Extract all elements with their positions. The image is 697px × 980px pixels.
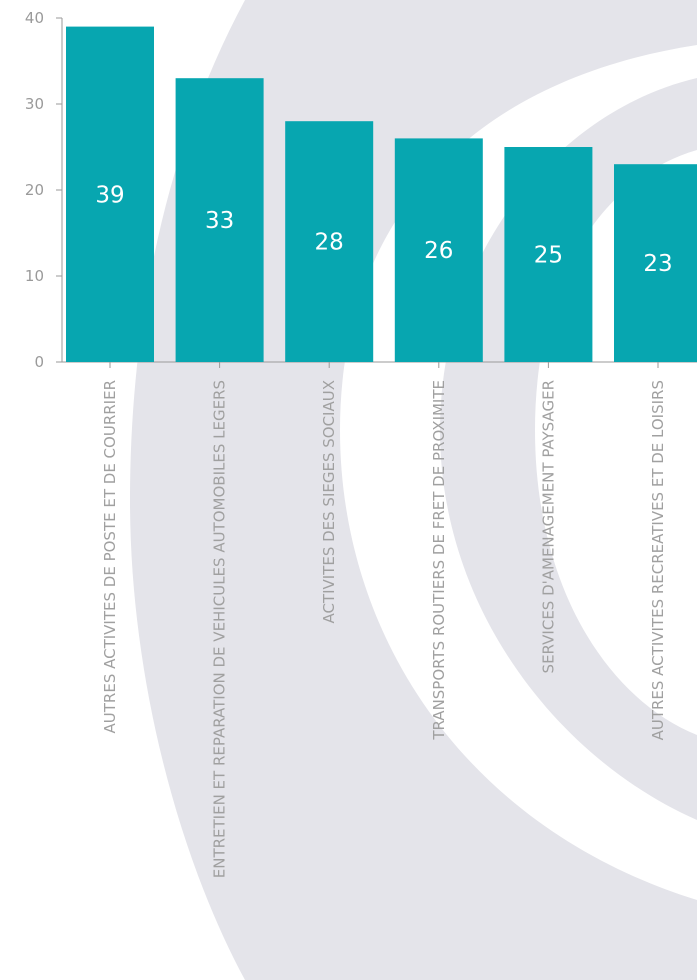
y-tick-label: 30 — [25, 95, 44, 113]
bar — [504, 147, 593, 362]
x-tick-label: TRANSPORTS ROUTIERS DE FRET DE PROXIMITE — [430, 380, 448, 741]
x-tick-label: ENTRETIEN ET REPARATION DE VEHICULES AUT… — [211, 380, 229, 878]
bar — [394, 138, 483, 362]
labels: 39 AUTRES ACTIVITES DE POSTE ET DE COURRI… — [95, 182, 672, 878]
background-decoration — [130, 0, 697, 980]
bar-value-label: 28 — [315, 230, 344, 256]
x-tick-label: AUTRES ACTIVITES RECREATIVES ET DE LOISI… — [649, 380, 667, 740]
y-tick-label: 20 — [25, 181, 44, 199]
bar-value-label: 39 — [95, 182, 124, 208]
bar-value-label: 25 — [534, 243, 563, 269]
bar — [285, 121, 374, 362]
bar — [66, 26, 154, 362]
background-swirl-outer — [130, 0, 697, 980]
bars — [66, 26, 697, 362]
bar — [614, 164, 697, 362]
bar-value-label: 26 — [424, 238, 453, 264]
bar-value-label: 33 — [205, 208, 234, 234]
bar-value-label: 23 — [643, 251, 672, 277]
y-tick-label: 0 — [34, 353, 44, 371]
background-swirl-inner — [440, 78, 697, 820]
x-tick-label: AUTRES ACTIVITES DE POSTE ET DE COURRIER — [101, 380, 119, 733]
x-tick-label: ACTIVITES DES SIEGES SOCIAUX — [320, 380, 338, 624]
x-tick-label: SERVICES D'AMENAGEMENT PAYSAGER — [539, 380, 557, 673]
y-tick-label: 10 — [25, 267, 44, 285]
bar — [175, 78, 264, 362]
y-tick-label: 40 — [25, 9, 44, 27]
